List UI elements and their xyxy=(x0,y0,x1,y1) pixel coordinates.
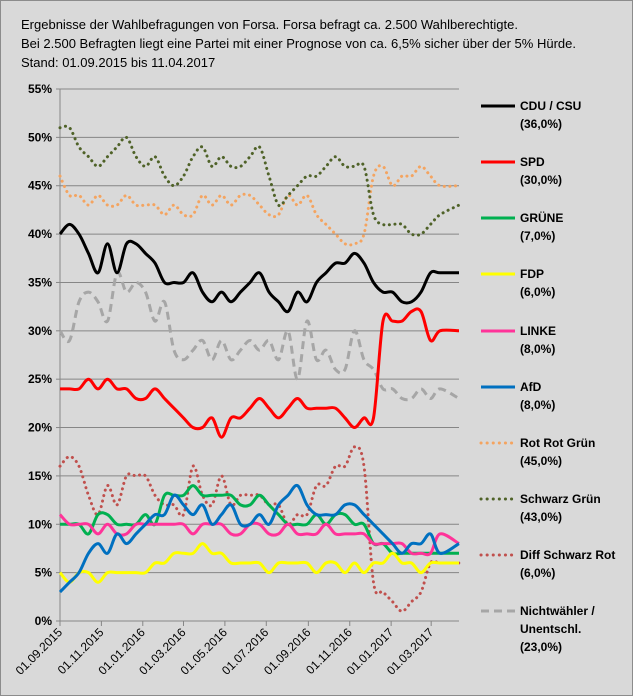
legend-value: (6,0%) xyxy=(520,566,555,580)
legend-value: (8,0%) xyxy=(520,398,555,412)
y-tick-label: 55% xyxy=(28,82,52,96)
legend-item[interactable]: Nichtwähler / Unentschl. (23,0%) xyxy=(481,604,595,654)
legend-item[interactable]: CDU / CSU (36,0%) xyxy=(481,99,581,131)
y-tick-label: 45% xyxy=(28,179,52,193)
legend-value: (8,0%) xyxy=(520,342,555,356)
y-tick-label: 20% xyxy=(28,421,52,435)
header-line-1: Ergebnisse der Wahlbefragungen von Forsa… xyxy=(21,17,518,32)
series-line-diff-schwarz-rot xyxy=(58,445,461,613)
legend-item[interactable]: Diff Schwarz Rot (6,0%) xyxy=(479,548,615,580)
legend-item[interactable]: LINKE (8,0%) xyxy=(481,324,556,356)
legend-item[interactable]: Schwarz Grün (43,0%) xyxy=(479,492,601,524)
legend-label: Schwarz Grün xyxy=(520,492,601,506)
y-tick-label: 5% xyxy=(35,566,53,580)
series-line-fdp xyxy=(58,542,459,584)
series-line-rot-rot-grün xyxy=(58,164,461,247)
y-tick-label: 30% xyxy=(28,324,52,338)
legend-item[interactable]: AfD (8,0%) xyxy=(481,380,555,412)
y-axis: 0% 5% 10% 15% 20% 25% 30% 35% 40% 45% 50% 55% xyxy=(28,82,61,628)
legend-label: Diff Schwarz Rot xyxy=(520,548,615,562)
chart-header: Ergebnisse der Wahlbefragungen von Forsa… xyxy=(21,15,576,72)
legend-item[interactable]: SPD (30,0%) xyxy=(481,155,562,187)
legend-value: (6,0%) xyxy=(520,285,555,299)
header-line-3: Stand: 01.09.2015 bis 11.04.2017 xyxy=(21,55,216,70)
header-line-2: Bei 2.500 Befragten liegt eine Partei mi… xyxy=(21,36,576,51)
y-tick-label: 0% xyxy=(35,614,53,628)
legend-value: (36,0%) xyxy=(520,117,562,131)
legend-label: Unentschl. xyxy=(520,622,581,636)
series-line-spd xyxy=(60,307,460,439)
legend-label: GRÜNE xyxy=(520,210,563,225)
y-tick-label: 10% xyxy=(28,517,52,531)
legend-label: LINKE xyxy=(520,324,556,338)
y-tick-label: 35% xyxy=(28,275,52,289)
series-line-afd xyxy=(58,483,460,594)
legend-value: (45,0%) xyxy=(520,454,562,468)
series-lines xyxy=(58,124,461,613)
legend-label: FDP xyxy=(520,267,544,281)
y-tick-label: 50% xyxy=(28,130,52,144)
series-line-linke xyxy=(58,513,460,557)
legend-value: (7,0%) xyxy=(520,229,555,243)
legend-value: (23,0%) xyxy=(520,640,562,654)
y-tick-label: 15% xyxy=(28,469,52,483)
legend-value: (30,0%) xyxy=(520,173,562,187)
legend-label: CDU / CSU xyxy=(520,99,581,113)
y-tick-label: 40% xyxy=(28,227,52,241)
legend-label: Nichtwähler / xyxy=(520,604,595,618)
x-axis: 01.09.201501.11.201501.01.201601.03.2016… xyxy=(13,620,459,678)
legend-item[interactable]: GRÜNE (7,0%) xyxy=(481,210,563,243)
legend-label: Rot Rot Grün xyxy=(520,436,595,450)
legend-item[interactable]: Rot Rot Grün (45,0%) xyxy=(479,436,595,468)
legend-label: SPD xyxy=(520,155,545,169)
legend-label: AfD xyxy=(520,380,542,394)
series-line-nichtwähler-unentschl xyxy=(58,270,460,402)
series-line-schwarz-grün xyxy=(58,124,461,237)
legend-item[interactable]: FDP (6,0%) xyxy=(481,267,555,299)
legend-value: (43,0%) xyxy=(520,510,562,524)
series-line-cdu-csu xyxy=(58,222,459,314)
legend[interactable]: CDU / CSU (36,0%) SPD (30,0%) GRÜNE (7,0%) FDP… xyxy=(479,99,615,654)
y-tick-label: 25% xyxy=(28,372,52,386)
